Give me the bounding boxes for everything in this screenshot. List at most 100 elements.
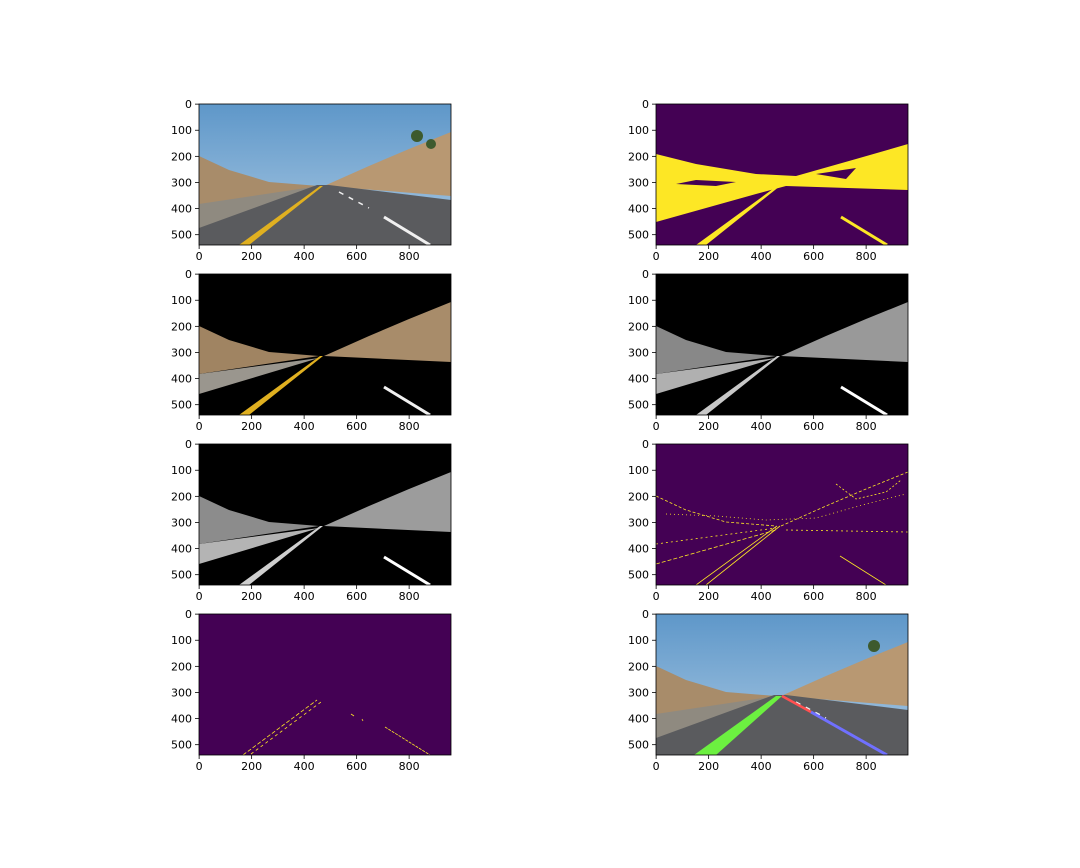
x-tick-label: 200 — [241, 760, 262, 773]
y-tick-label: 200 — [628, 150, 649, 163]
lane-line — [840, 385, 888, 415]
x-tick-label: 800 — [856, 250, 877, 263]
left-hill — [199, 496, 319, 544]
right-hill — [324, 302, 451, 362]
y-tick-label: 200 — [171, 660, 192, 673]
lane-line — [383, 215, 431, 245]
x-tick-label: 600 — [803, 250, 824, 263]
y-tick-label: 300 — [171, 516, 192, 529]
x-tick-label: 400 — [294, 420, 315, 433]
background — [199, 614, 451, 755]
x-tick-label: 400 — [751, 420, 772, 433]
y-tick-label: 0 — [642, 268, 649, 281]
y-tick-label: 400 — [171, 203, 192, 216]
edge-lines — [242, 699, 431, 755]
y-tick-label: 500 — [628, 569, 649, 582]
edge-lines — [656, 471, 908, 585]
x-tick-label: 0 — [196, 250, 203, 263]
right-lane-fit — [781, 694, 812, 714]
y-tick-label: 0 — [185, 438, 192, 451]
hole — [816, 168, 856, 179]
y-tick-label: 0 — [642, 98, 649, 111]
x-tick-label: 600 — [803, 590, 824, 603]
masked-color — [199, 274, 451, 415]
roi-edges — [199, 614, 451, 755]
x-tick-label: 600 — [346, 590, 367, 603]
right-hill — [781, 302, 908, 362]
y-tick-label: 400 — [628, 713, 649, 726]
right-hill — [781, 642, 908, 706]
y-tick-label: 0 — [185, 268, 192, 281]
x-tick-label: 600 — [803, 420, 824, 433]
left-lane-fit — [694, 696, 782, 755]
y-tick-label: 0 — [185, 608, 192, 621]
y-tick-label: 400 — [628, 203, 649, 216]
y-tick-label: 200 — [171, 490, 192, 503]
y-tick-label: 100 — [171, 294, 192, 307]
x-tick-label: 800 — [399, 250, 420, 263]
x-tick-label: 200 — [698, 760, 719, 773]
left-hill — [199, 326, 319, 374]
x-tick-label: 0 — [653, 760, 660, 773]
y-tick-label: 500 — [628, 399, 649, 412]
y-tick-label: 500 — [171, 569, 192, 582]
right-hill — [324, 132, 451, 196]
x-tick-label: 600 — [346, 250, 367, 263]
x-tick-label: 600 — [346, 420, 367, 433]
x-tick-label: 0 — [196, 590, 203, 603]
axes-frame — [198, 273, 452, 416]
y-tick-label: 500 — [171, 229, 192, 242]
y-tick-label: 100 — [171, 634, 192, 647]
y-tick-label: 300 — [171, 686, 192, 699]
axes-frame — [655, 443, 909, 586]
lane-line — [696, 356, 780, 415]
right-hill — [324, 472, 451, 532]
y-tick-label: 200 — [628, 320, 649, 333]
x-tick-label: 0 — [196, 760, 203, 773]
y-tick-label: 300 — [628, 176, 649, 189]
axes-frame — [198, 443, 452, 586]
tree — [411, 130, 423, 142]
x-tick-label: 200 — [241, 590, 262, 603]
x-tick-label: 0 — [653, 420, 660, 433]
y-tick-label: 300 — [171, 346, 192, 359]
y-tick-label: 200 — [628, 490, 649, 503]
y-tick-label: 400 — [171, 373, 192, 386]
y-tick-label: 500 — [628, 229, 649, 242]
threshold-mask — [656, 104, 908, 245]
lane-line — [840, 215, 888, 245]
blurred — [199, 444, 451, 585]
x-tick-label: 0 — [653, 590, 660, 603]
y-tick-label: 100 — [628, 294, 649, 307]
y-tick-label: 0 — [642, 438, 649, 451]
y-tick-label: 0 — [642, 608, 649, 621]
x-tick-label: 400 — [294, 250, 315, 263]
axes-frame — [198, 613, 452, 756]
y-tick-label: 200 — [628, 660, 649, 673]
y-tick-label: 400 — [628, 543, 649, 556]
y-tick-label: 400 — [628, 373, 649, 386]
lane-line — [696, 186, 780, 245]
y-tick-label: 300 — [171, 176, 192, 189]
y-tick-label: 500 — [628, 739, 649, 752]
x-tick-label: 200 — [241, 250, 262, 263]
lane-line — [239, 356, 323, 415]
x-tick-label: 800 — [399, 420, 420, 433]
x-tick-label: 600 — [346, 760, 367, 773]
x-tick-label: 800 — [399, 590, 420, 603]
x-tick-label: 200 — [698, 250, 719, 263]
y-tick-label: 100 — [628, 634, 649, 647]
x-tick-label: 200 — [698, 590, 719, 603]
right-lane-fit — [810, 710, 888, 755]
lane-line — [239, 526, 323, 585]
lane-line — [383, 385, 431, 415]
axes-frame — [655, 273, 909, 416]
lane-overlay — [656, 614, 908, 755]
background — [656, 444, 908, 585]
y-tick-label: 100 — [628, 124, 649, 137]
left-hill — [656, 326, 776, 374]
axes-frame — [655, 613, 909, 756]
y-tick-label: 500 — [171, 399, 192, 412]
tree — [868, 640, 880, 652]
